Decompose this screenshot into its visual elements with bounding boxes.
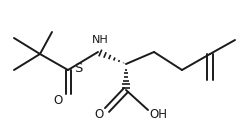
Text: O: O: [54, 93, 62, 107]
Text: OH: OH: [149, 107, 167, 121]
Text: NH: NH: [92, 35, 108, 45]
Text: O: O: [94, 107, 104, 121]
Text: S: S: [74, 62, 82, 74]
